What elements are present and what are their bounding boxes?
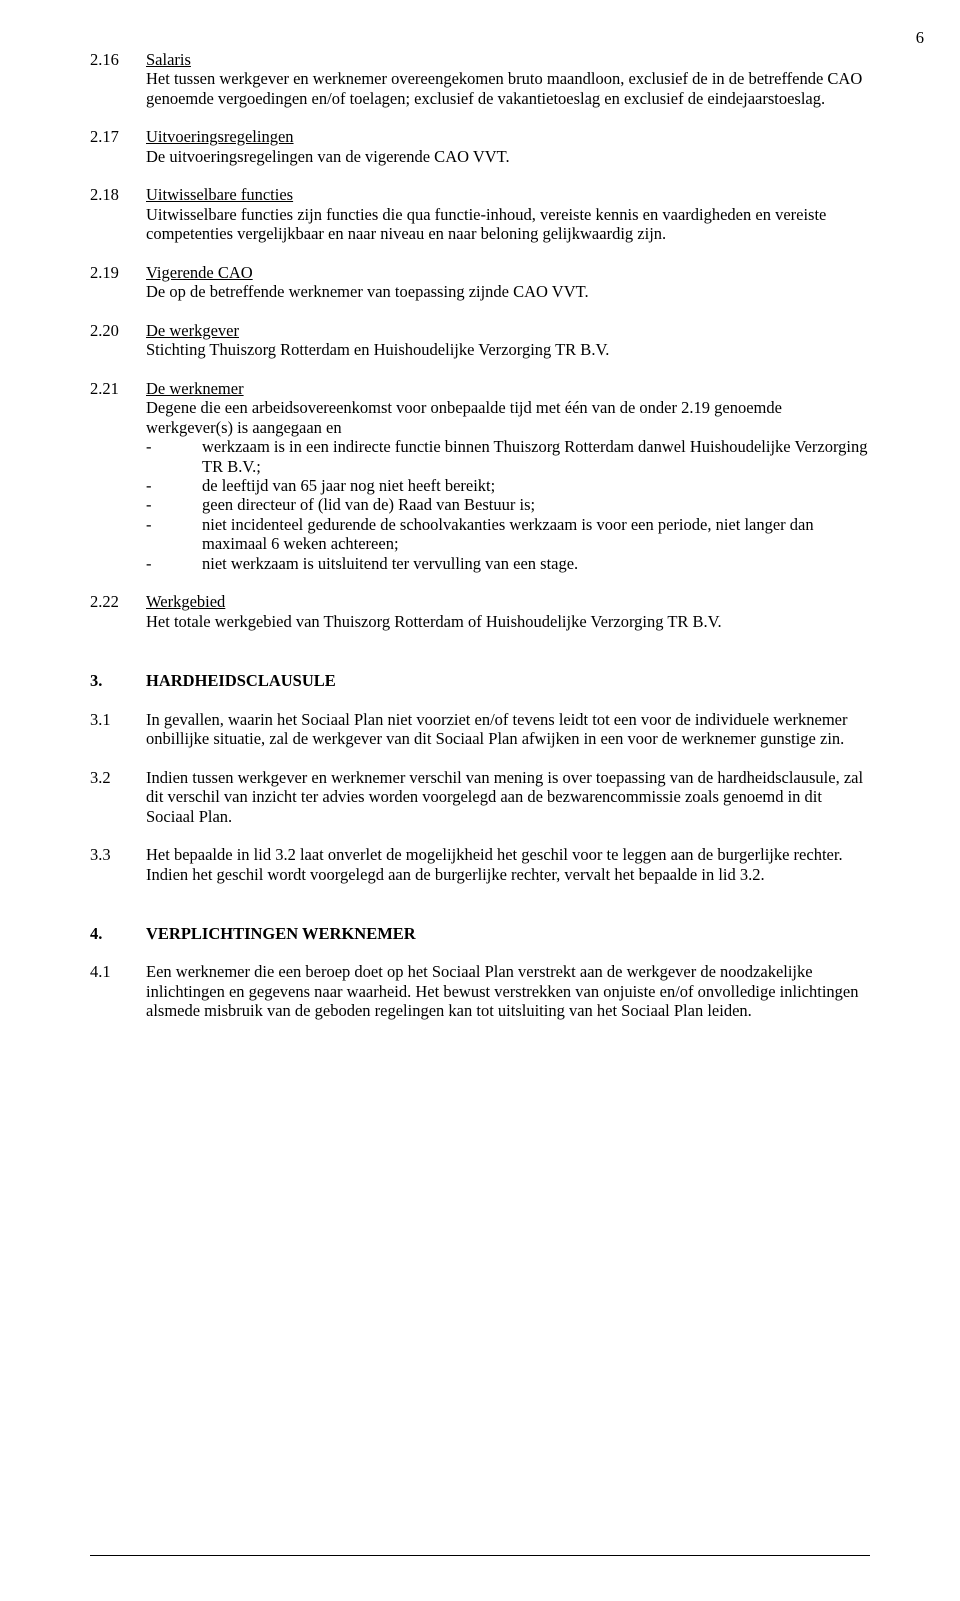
document-page: 6 2.16 Salaris Het tussen werkgever en w…: [0, 0, 960, 1601]
bullet-dash: -: [146, 437, 202, 456]
item-number: 3.3: [90, 845, 146, 864]
clause-item: 3.1 In gevallen, waarin het Sociaal Plan…: [90, 710, 870, 749]
bullet-item: -de leeftijd van 65 jaar nog niet heeft …: [146, 476, 870, 495]
item-title: De werkgever: [146, 321, 239, 340]
section-title: HARDHEIDSCLAUSULE: [146, 671, 870, 690]
item-body: Vigerende CAO De op de betreffende werkn…: [146, 263, 870, 302]
item-body: Werkgebied Het totale werkgebied van Thu…: [146, 592, 870, 631]
item-text: In gevallen, waarin het Sociaal Plan nie…: [146, 710, 870, 749]
item-number: 2.16: [90, 50, 146, 69]
item-body: Uitvoeringsregelingen De uitvoeringsrege…: [146, 127, 870, 166]
item-text: Het tussen werkgever en werknemer overee…: [146, 69, 862, 107]
item-number: 2.19: [90, 263, 146, 282]
definition-item: 2.22 Werkgebied Het totale werkgebied va…: [90, 592, 870, 631]
definition-item: 2.17 Uitvoeringsregelingen De uitvoering…: [90, 127, 870, 166]
item-text: Het totale werkgebied van Thuiszorg Rott…: [146, 612, 722, 631]
item-title: Uitvoeringsregelingen: [146, 127, 294, 146]
item-number: 2.22: [90, 592, 146, 611]
bullet-dash: -: [146, 476, 202, 495]
item-text: De op de betreffende werknemer van toepa…: [146, 282, 589, 301]
bullet-text: werkzaam is in een indirecte functie bin…: [202, 437, 870, 476]
bullet-dash: -: [146, 515, 202, 534]
definition-item: 2.18 Uitwisselbare functies Uitwisselbar…: [90, 185, 870, 243]
item-title: Salaris: [146, 50, 191, 69]
item-text: Stichting Thuiszorg Rotterdam en Huishou…: [146, 340, 609, 359]
item-body: De werkgever Stichting Thuiszorg Rotterd…: [146, 321, 870, 360]
section-number: 3.: [90, 671, 146, 690]
item-body: Salaris Het tussen werkgever en werkneme…: [146, 50, 870, 108]
item-text: De uitvoeringsregelingen van de vigerend…: [146, 147, 510, 166]
section-number: 4.: [90, 924, 146, 943]
bullet-text: niet werkzaam is uitsluitend ter vervull…: [202, 554, 870, 573]
item-text: Uitwisselbare functies zijn functies die…: [146, 205, 826, 243]
item-body: Uitwisselbare functies Uitwisselbare fun…: [146, 185, 870, 243]
item-number: 2.21: [90, 379, 146, 398]
section-heading: 3. HARDHEIDSCLAUSULE: [90, 671, 870, 690]
definition-item: 2.21 De werknemer Degene die een arbeids…: [90, 379, 870, 574]
bullet-item: -niet werkzaam is uitsluitend ter vervul…: [146, 554, 870, 573]
section-heading: 4. VERPLICHTINGEN WERKNEMER: [90, 924, 870, 943]
item-title: De werknemer: [146, 379, 244, 398]
bullet-text: de leeftijd van 65 jaar nog niet heeft b…: [202, 476, 870, 495]
item-text: Het bepaalde in lid 3.2 laat onverlet de…: [146, 845, 870, 884]
item-number: 3.2: [90, 768, 146, 787]
item-body: De werknemer Degene die een arbeidsovere…: [146, 379, 870, 574]
footer-rule: [90, 1555, 870, 1556]
item-number: 2.17: [90, 127, 146, 146]
definition-item: 2.16 Salaris Het tussen werkgever en wer…: [90, 50, 870, 108]
bullet-item: -niet incidenteel gedurende de schoolvak…: [146, 515, 870, 554]
definition-item: 2.20 De werkgever Stichting Thuiszorg Ro…: [90, 321, 870, 360]
item-number: 3.1: [90, 710, 146, 729]
clause-item: 3.3 Het bepaalde in lid 3.2 laat onverle…: [90, 845, 870, 884]
item-title: Uitwisselbare functies: [146, 185, 293, 204]
item-text: Een werknemer die een beroep doet op het…: [146, 962, 870, 1020]
item-number: 2.18: [90, 185, 146, 204]
bullet-dash: -: [146, 495, 202, 514]
definition-item: 2.19 Vigerende CAO De op de betreffende …: [90, 263, 870, 302]
bullet-item: -geen directeur of (lid van de) Raad van…: [146, 495, 870, 514]
item-title: Vigerende CAO: [146, 263, 253, 282]
clause-item: 4.1 Een werknemer die een beroep doet op…: [90, 962, 870, 1020]
bullet-text: niet incidenteel gedurende de schoolvaka…: [202, 515, 870, 554]
clause-item: 3.2 Indien tussen werkgever en werknemer…: [90, 768, 870, 826]
section-title: VERPLICHTINGEN WERKNEMER: [146, 924, 870, 943]
page-number: 6: [916, 28, 924, 47]
item-number: 2.20: [90, 321, 146, 340]
bullet-dash: -: [146, 554, 202, 573]
item-title: Werkgebied: [146, 592, 225, 611]
bullet-text: geen directeur of (lid van de) Raad van …: [202, 495, 870, 514]
bullet-item: -werkzaam is in een indirecte functie bi…: [146, 437, 870, 476]
item-number: 4.1: [90, 962, 146, 981]
item-bullet-list: -werkzaam is in een indirecte functie bi…: [146, 437, 870, 573]
item-intro: Degene die een arbeidsovereenkomst voor …: [146, 398, 782, 436]
item-text: Indien tussen werkgever en werknemer ver…: [146, 768, 870, 826]
